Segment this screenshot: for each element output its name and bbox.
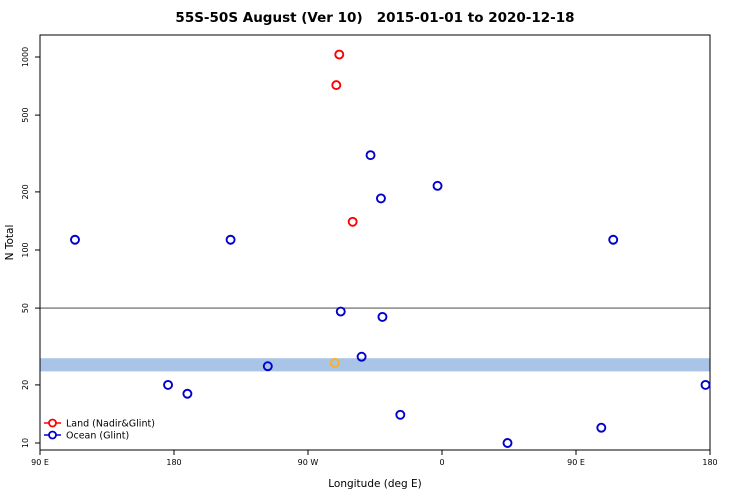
x-tick-label: 90 W — [298, 458, 319, 467]
data-point — [432, 180, 443, 191]
data-point — [356, 351, 367, 362]
y-tick-label: 200 — [21, 184, 30, 199]
y-tick-label: 50 — [21, 303, 30, 313]
y-axis-label: N Total — [4, 225, 16, 261]
x-tick-label: 0 — [439, 458, 444, 467]
legend-marker — [48, 418, 57, 428]
data-point — [182, 388, 193, 399]
y-tick-label: 100 — [21, 242, 30, 257]
data-point — [502, 438, 513, 448]
legend-marker — [48, 430, 57, 440]
data-point — [365, 150, 376, 161]
chart-title: 55S-50S August (Ver 10) 2015-01-01 to 20… — [175, 10, 575, 26]
y-tick-label: 500 — [21, 107, 30, 122]
data-point — [608, 234, 619, 245]
x-tick-label: 90 E — [567, 458, 585, 467]
plot-border — [39, 34, 711, 451]
data-point — [376, 193, 386, 204]
data-point — [377, 311, 388, 322]
data-point — [70, 234, 80, 245]
data-point — [335, 306, 346, 317]
x-tick-label: 180 — [702, 458, 717, 467]
data-point — [163, 379, 173, 390]
data-point — [596, 422, 607, 433]
data-point — [225, 234, 236, 245]
y-tick-label: 1000 — [21, 47, 30, 67]
data-point — [262, 361, 273, 372]
data-point — [329, 357, 340, 368]
legend-label: Ocean (Glint) — [66, 431, 129, 442]
data-point — [331, 80, 342, 91]
legend-label: Land (Nadir&Glint) — [66, 419, 155, 430]
data-point — [347, 216, 358, 227]
y-tick-label: 20 — [21, 380, 30, 390]
threshold-band — [40, 358, 710, 372]
x-axis-label: Longitude (deg E) — [328, 478, 422, 490]
x-tick-label: 180 — [166, 458, 181, 467]
y-tick-label: 10 — [21, 438, 30, 448]
data-point — [700, 379, 711, 390]
x-tick-label: 90 E — [31, 458, 49, 467]
data-point — [334, 49, 345, 60]
data-point — [395, 409, 406, 420]
